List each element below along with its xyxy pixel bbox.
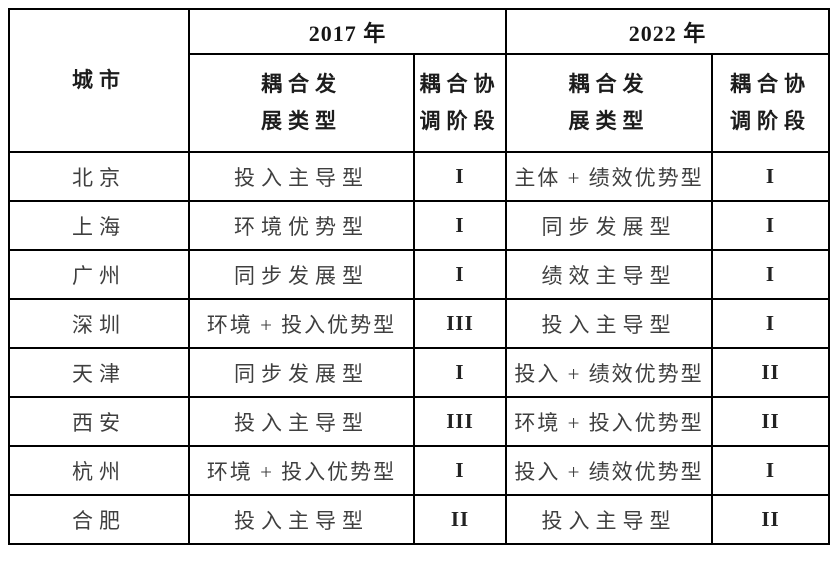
cell-type-2022: 投入主导型	[505, 494, 714, 545]
cell-type-2022: 绩效主导型	[505, 249, 714, 300]
cell-city: 天津	[8, 347, 190, 398]
cell-type-2017: 投入主导型	[188, 151, 415, 202]
cell-stage-2017: I	[412, 249, 508, 300]
cell-stage-2022: I	[711, 200, 831, 251]
cell-stage-2022: II	[711, 494, 831, 545]
coupling-coordination-table: 城市 2017 年 2022 年 耦合发 展类型 耦合协 调阶段 耦合发 展类型…	[8, 8, 831, 545]
cell-stage-2022: I	[711, 445, 831, 496]
table-container: 城市 2017 年 2022 年 耦合发 展类型 耦合协 调阶段 耦合发 展类型…	[8, 8, 831, 545]
cell-stage-2017: I	[412, 200, 508, 251]
cell-city: 西安	[8, 396, 190, 447]
header-type-2022: 耦合发 展类型	[505, 53, 714, 153]
cell-city: 上海	[8, 200, 190, 251]
table-row-guangzhou: 广州 同步发展型 I 绩效主导型 I	[8, 249, 831, 300]
header-row-years: 城市 2017 年 2022 年	[8, 8, 831, 153]
cell-type-2022: 同步发展型	[505, 200, 714, 251]
cell-stage-2022: I	[711, 151, 831, 202]
table-row-shenzhen: 深圳 环境 + 投入优势型 III 投入主导型 I	[8, 298, 831, 349]
cell-type-2017: 同步发展型	[188, 347, 415, 398]
cell-type-2017: 投入主导型	[188, 396, 415, 447]
cell-type-2017: 环境 + 投入优势型	[188, 298, 415, 349]
cell-type-2017: 投入主导型	[188, 494, 415, 545]
cell-type-2022: 环境 + 投入优势型	[505, 396, 714, 447]
cell-city: 北京	[8, 151, 190, 202]
cell-stage-2017: III	[412, 298, 508, 349]
cell-stage-2022: II	[711, 396, 831, 447]
table-row-beijing: 北京 投入主导型 I 主体 + 绩效优势型 I	[8, 151, 831, 202]
cell-type-2017: 环境 + 投入优势型	[188, 445, 415, 496]
cell-type-2022: 主体 + 绩效优势型	[505, 151, 714, 202]
cell-stage-2022: II	[711, 347, 831, 398]
table-row-shanghai: 上海 环境优势型 I 同步发展型 I	[8, 200, 831, 251]
cell-stage-2017: I	[412, 445, 508, 496]
table-row-hangzhou: 杭州 环境 + 投入优势型 I 投入 + 绩效优势型 I	[8, 445, 831, 496]
header-year-2022: 2022 年	[505, 8, 831, 55]
cell-city: 深圳	[8, 298, 190, 349]
cell-stage-2017: II	[412, 494, 508, 545]
table-row-tianjin: 天津 同步发展型 I 投入 + 绩效优势型 II	[8, 347, 831, 398]
cell-stage-2022: I	[711, 298, 831, 349]
cell-stage-2017: III	[412, 396, 508, 447]
header-stage-2022: 耦合协 调阶段	[711, 53, 831, 153]
cell-city: 合肥	[8, 494, 190, 545]
cell-type-2022: 投入 + 绩效优势型	[505, 445, 714, 496]
cell-type-2017: 同步发展型	[188, 249, 415, 300]
cell-city: 杭州	[8, 445, 190, 496]
table-row-hefei: 合肥 投入主导型 II 投入主导型 II	[8, 494, 831, 545]
cell-stage-2017: I	[412, 347, 508, 398]
cell-type-2017: 环境优势型	[188, 200, 415, 251]
cell-stage-2017: I	[412, 151, 508, 202]
header-row-metrics: 耦合发 展类型 耦合协 调阶段 耦合发 展类型 耦合协 调阶段	[9, 53, 831, 153]
cell-type-2022: 投入 + 绩效优势型	[505, 347, 714, 398]
cell-city: 广州	[8, 249, 190, 300]
header-city: 城市	[8, 8, 190, 153]
header-type-2017: 耦合发 展类型	[188, 53, 415, 153]
table-row-xian: 西安 投入主导型 III 环境 + 投入优势型 II	[8, 396, 831, 447]
cell-stage-2022: I	[711, 249, 831, 300]
header-year-2017: 2017 年	[187, 8, 508, 55]
header-stage-2017: 耦合协 调阶段	[412, 53, 508, 153]
cell-type-2022: 投入主导型	[505, 298, 714, 349]
